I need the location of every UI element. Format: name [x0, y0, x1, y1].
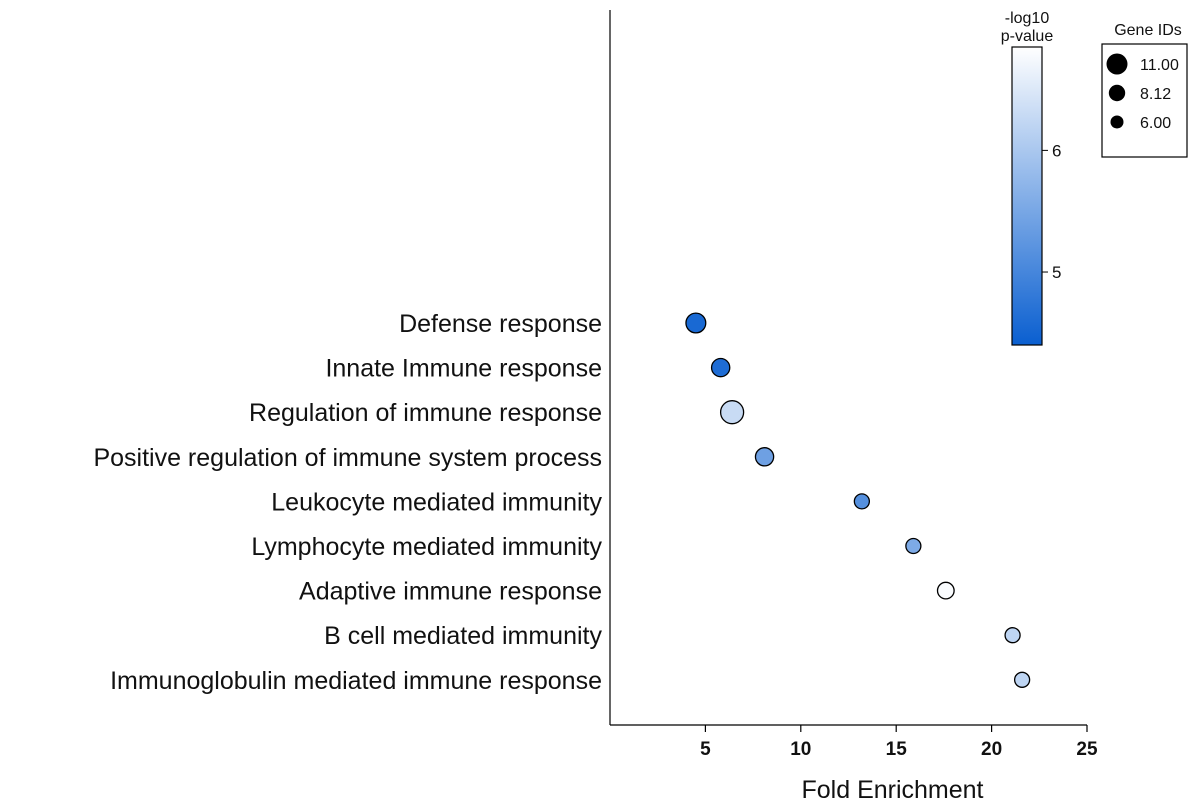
x-tick-label: 20 [981, 739, 1002, 760]
category-label: B cell mediated immunity [324, 622, 602, 650]
size-legend-label: 6.00 [1140, 115, 1171, 132]
data-point [1015, 672, 1030, 687]
size-legend-marker [1109, 85, 1125, 101]
x-tick-label: 15 [886, 739, 908, 760]
data-point [1005, 628, 1020, 643]
x-tick-label: 5 [700, 739, 711, 760]
colorbar-title-line2: p-value [1001, 28, 1054, 45]
category-label: Positive regulation of immune system pro… [93, 444, 602, 472]
data-point [906, 539, 921, 554]
category-label: Lymphocyte mediated immunity [251, 533, 602, 561]
data-point [755, 448, 773, 466]
x-axis-title: Fold Enrichment [801, 776, 983, 804]
x-tick-label: 25 [1076, 739, 1098, 760]
category-label: Innate Immune response [325, 355, 602, 383]
plot-area: 5 10 15 20 25 Fold Enrichment Defense response… [93, 10, 1098, 804]
size-legend-title: Gene IDs [1114, 22, 1182, 39]
data-point [712, 359, 730, 377]
size-legend-label: 11.00 [1140, 57, 1179, 74]
data-point [721, 401, 744, 424]
category-label: Immunoglobulin mediated immune response [110, 667, 602, 695]
category-label: Leukocyte mediated immunity [271, 488, 602, 516]
data-point [686, 313, 706, 333]
data-point [854, 494, 869, 509]
data-point [938, 582, 955, 599]
colorbar-tick-label: 6 [1052, 141, 1061, 160]
colorbar [1012, 47, 1042, 345]
size-legend-label: 8.12 [1140, 86, 1171, 103]
x-tick-label: 10 [790, 739, 811, 760]
size-legend-marker [1111, 116, 1124, 129]
colorbar-title-line1: -log10 [1005, 10, 1050, 27]
colorbar-tick-label: 5 [1052, 263, 1061, 282]
category-label: Defense response [399, 310, 602, 338]
category-label: Adaptive immune response [299, 578, 602, 606]
category-label: Regulation of immune response [249, 399, 602, 427]
size-legend-marker [1107, 54, 1128, 75]
